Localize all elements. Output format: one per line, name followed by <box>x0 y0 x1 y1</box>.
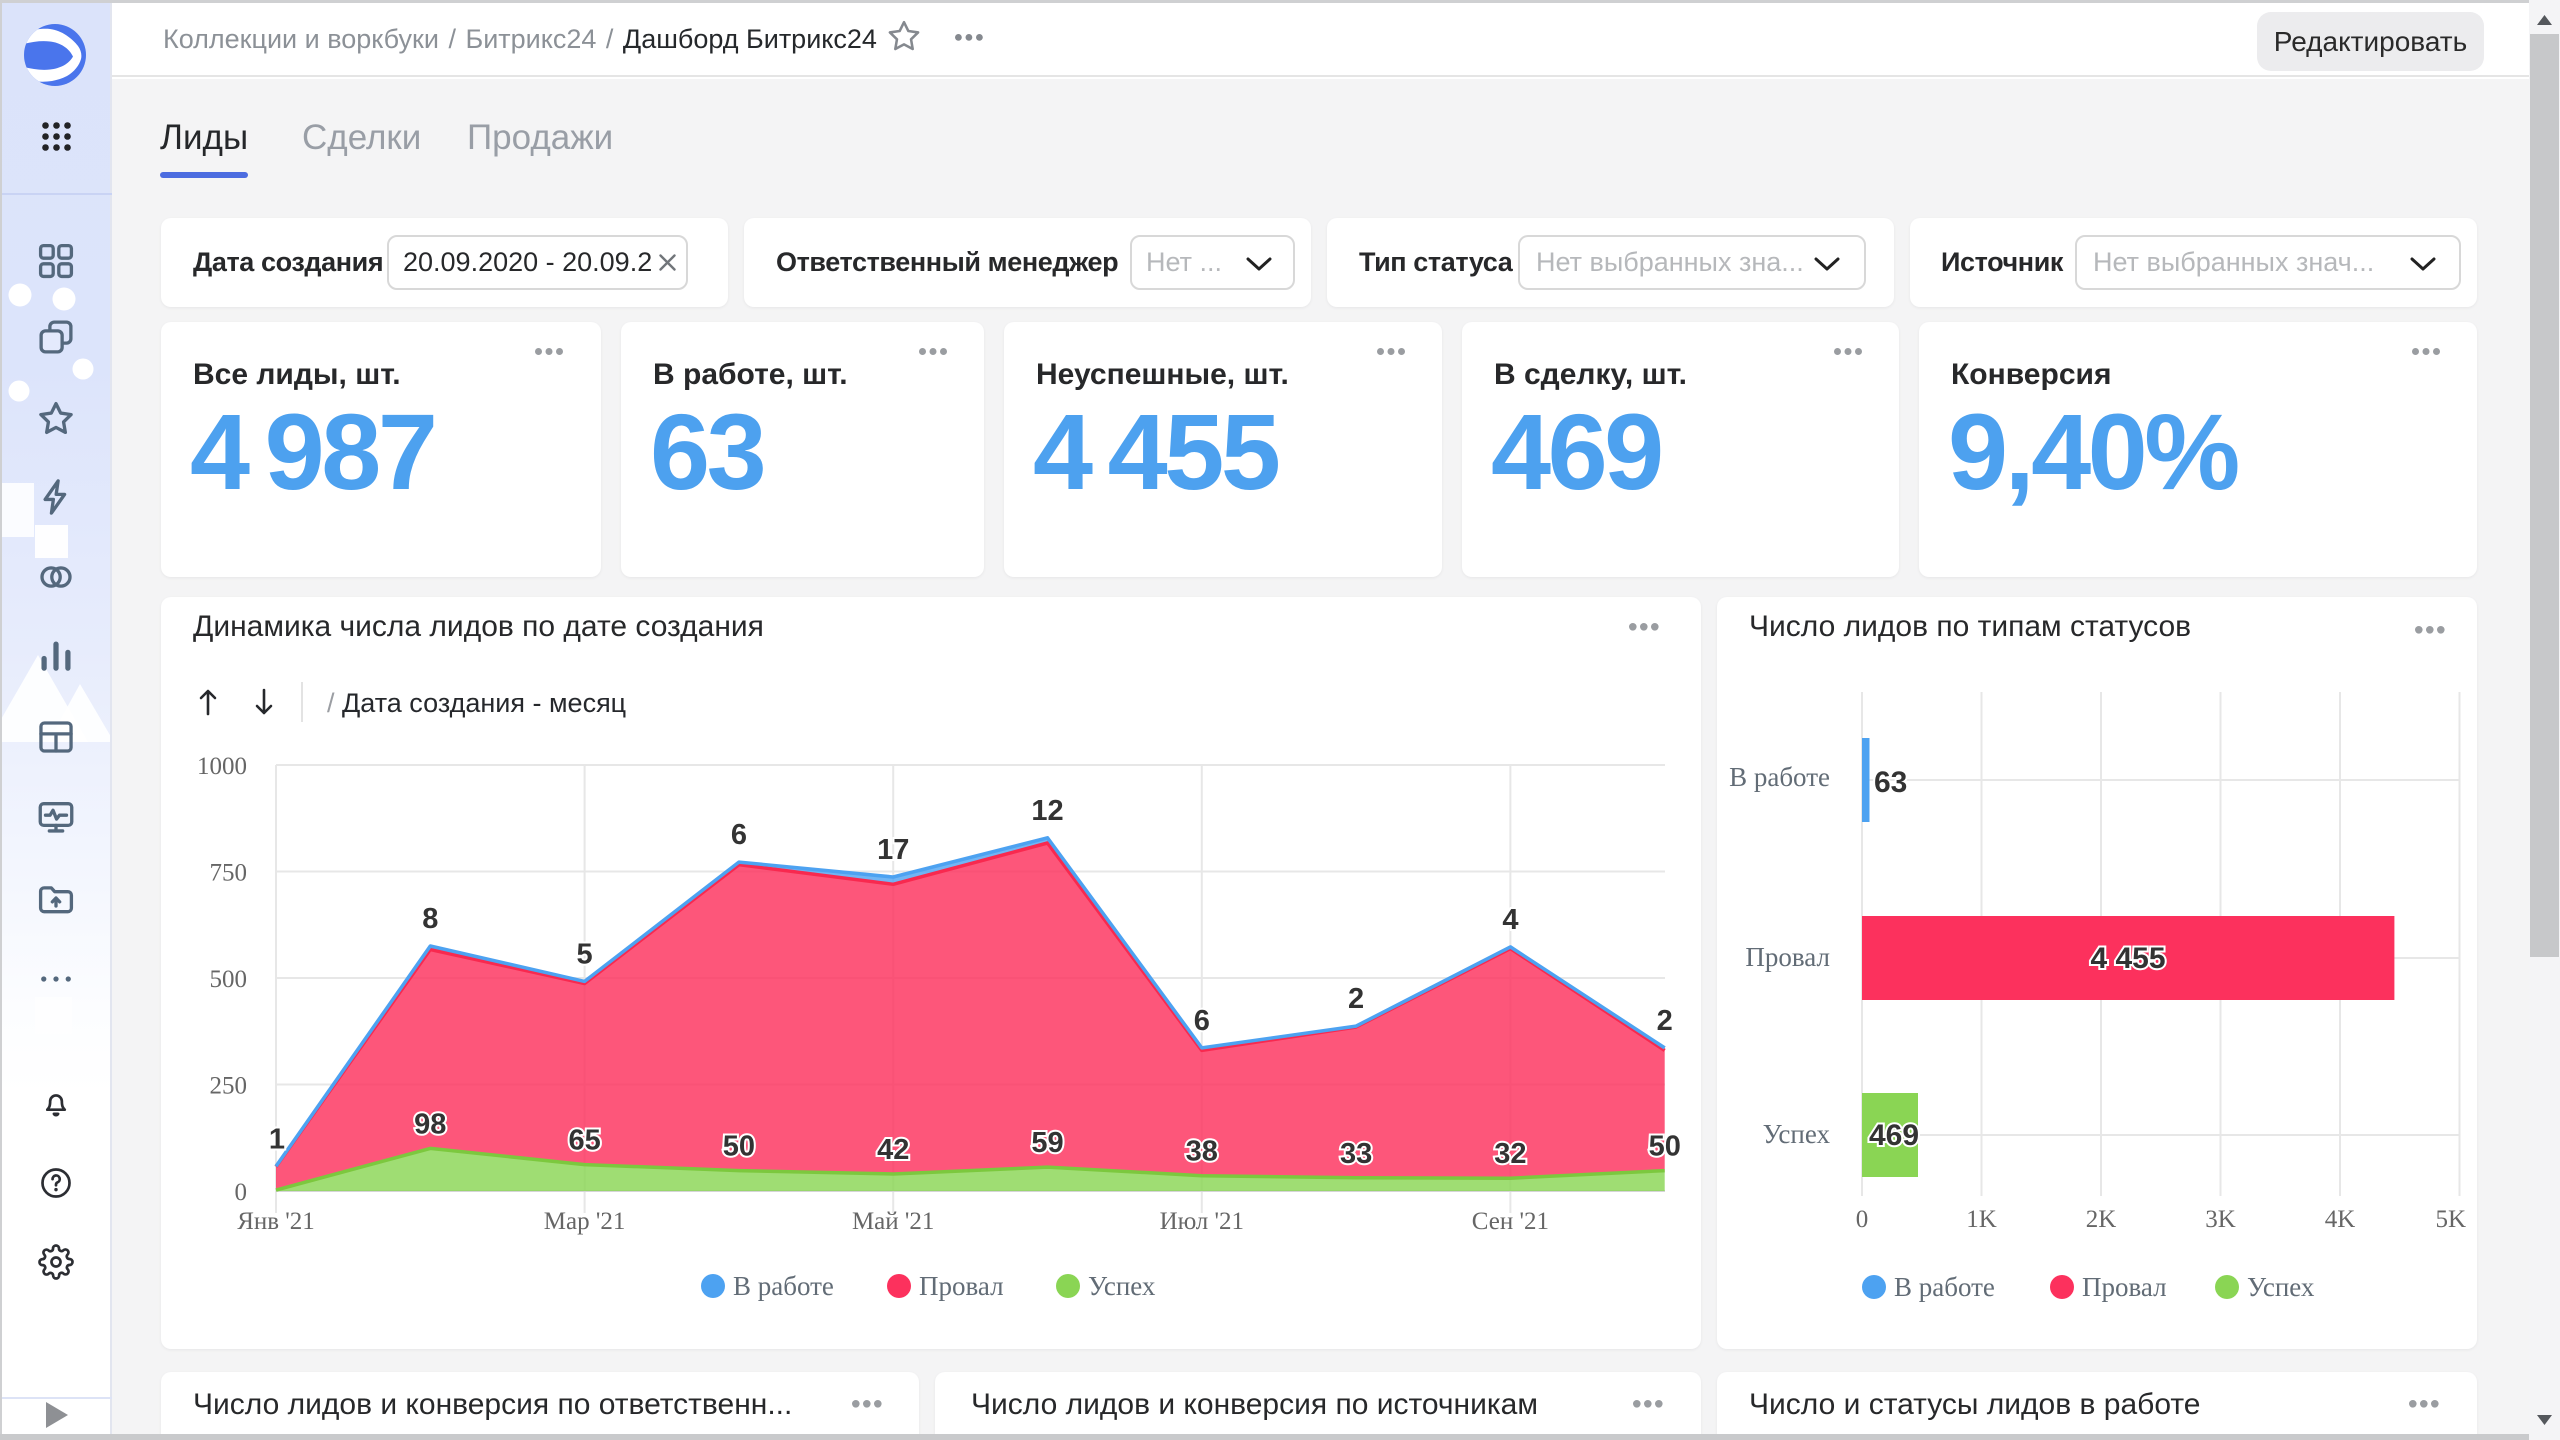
svg-text:2K: 2K <box>2086 1206 2117 1233</box>
svg-text:В работе: В работе <box>1894 1272 1995 1302</box>
svg-text:250: 250 <box>210 1073 248 1100</box>
svg-text:38: 38 <box>1186 1136 1218 1168</box>
svg-text:Янв '21: Янв '21 <box>237 1208 315 1235</box>
svg-text:4 455: 4 455 <box>2090 942 2165 975</box>
svg-text:32: 32 <box>1494 1138 1526 1170</box>
svg-text:Успех: Успех <box>1088 1271 1156 1301</box>
svg-text:98: 98 <box>414 1108 446 1140</box>
svg-text:Провал: Провал <box>1745 942 1830 972</box>
svg-text:Успех: Успех <box>1763 1119 1831 1149</box>
svg-text:500: 500 <box>210 966 248 993</box>
svg-text:50: 50 <box>1649 1131 1681 1163</box>
svg-text:4K: 4K <box>2325 1206 2356 1233</box>
svg-text:3K: 3K <box>2205 1206 2236 1233</box>
svg-text:469: 469 <box>1869 1119 1919 1152</box>
svg-text:5K: 5K <box>2435 1206 2466 1233</box>
svg-text:1: 1 <box>269 1123 285 1155</box>
svg-text:65: 65 <box>568 1125 600 1157</box>
svg-text:59: 59 <box>1031 1127 1063 1159</box>
svg-text:63: 63 <box>1874 766 1907 799</box>
svg-text:2: 2 <box>1348 983 1364 1015</box>
svg-text:33: 33 <box>1340 1138 1372 1170</box>
svg-text:Сен '21: Сен '21 <box>1472 1208 1549 1235</box>
svg-text:750: 750 <box>210 860 248 887</box>
svg-text:4: 4 <box>1502 904 1518 936</box>
svg-text:Июл '21: Июл '21 <box>1160 1208 1244 1235</box>
svg-text:6: 6 <box>1194 1005 1210 1037</box>
svg-text:2: 2 <box>1657 1005 1673 1037</box>
svg-text:Провал: Провал <box>919 1271 1004 1301</box>
svg-text:В работе: В работе <box>733 1271 834 1301</box>
svg-text:0: 0 <box>235 1179 248 1206</box>
svg-text:Провал: Провал <box>2082 1272 2167 1302</box>
svg-text:8: 8 <box>422 903 438 935</box>
svg-text:В работе: В работе <box>1729 762 1830 792</box>
svg-text:6: 6 <box>731 819 747 851</box>
svg-text:50: 50 <box>723 1131 755 1163</box>
svg-text:1K: 1K <box>1966 1206 1997 1233</box>
svg-text:12: 12 <box>1031 795 1063 827</box>
svg-text:42: 42 <box>877 1134 909 1166</box>
svg-text:Успех: Успех <box>2247 1272 2315 1302</box>
svg-text:17: 17 <box>877 834 909 866</box>
svg-text:1000: 1000 <box>197 753 247 780</box>
svg-text:Мар '21: Мар '21 <box>544 1208 626 1235</box>
svg-text:5: 5 <box>577 938 593 970</box>
svg-text:0: 0 <box>1856 1206 1869 1233</box>
svg-text:Май '21: Май '21 <box>852 1208 934 1235</box>
